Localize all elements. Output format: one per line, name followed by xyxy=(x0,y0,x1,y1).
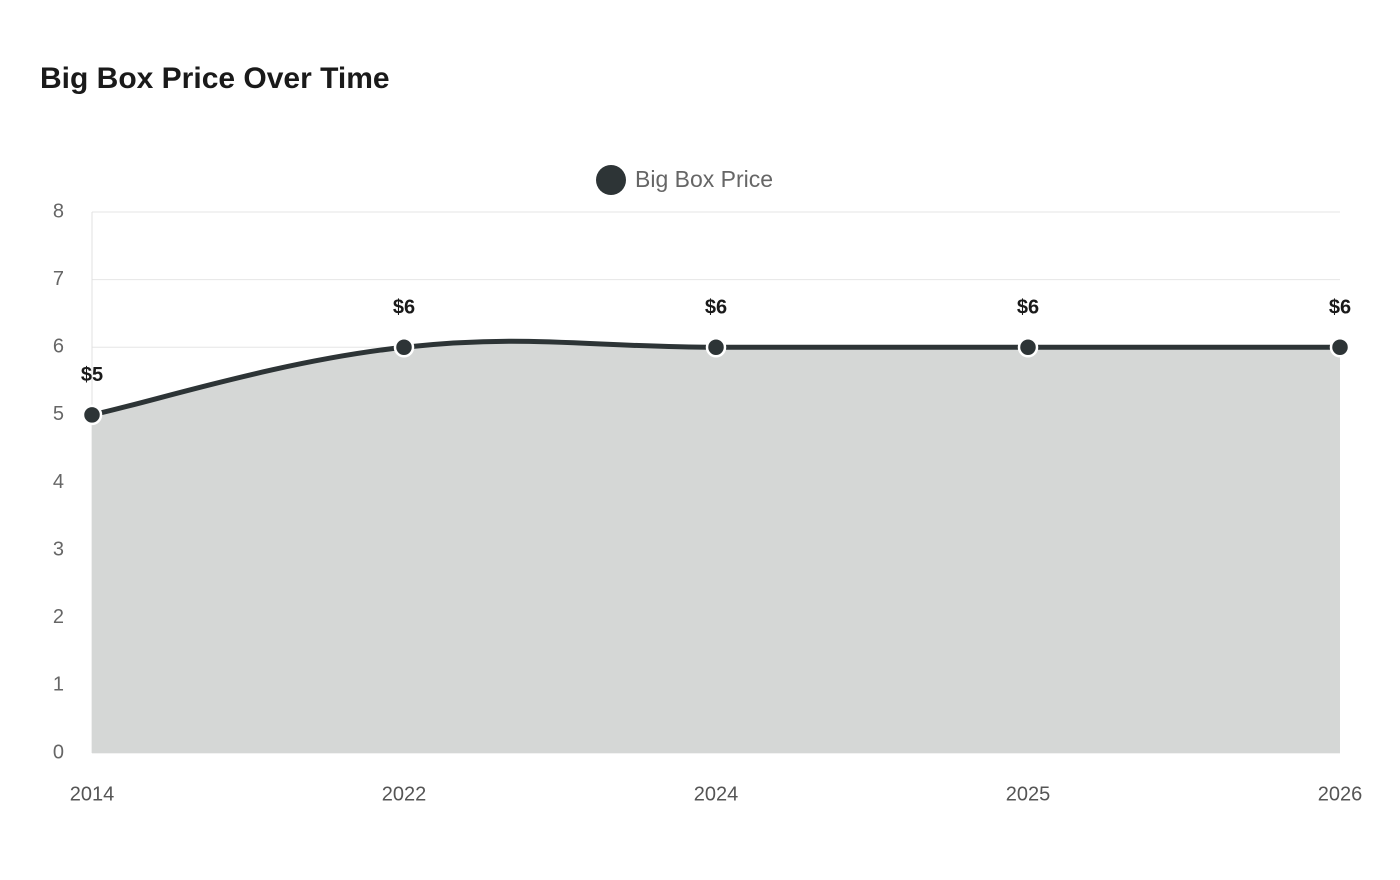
point xyxy=(1017,337,1039,358)
point xyxy=(705,337,727,358)
x-tick-label: 2022 xyxy=(382,783,427,805)
area xyxy=(92,341,1340,753)
y-tick-label: 1 xyxy=(53,674,64,696)
legend-label: Big Box Price xyxy=(635,166,773,192)
x-tick-label: 2014 xyxy=(70,783,115,805)
point xyxy=(81,404,103,426)
y-tick-label: 7 xyxy=(53,268,64,290)
value-label: $5 xyxy=(81,364,103,386)
x-tick-label: 2026 xyxy=(1318,783,1363,805)
chart-title: Big Box Price Over Time xyxy=(40,62,390,95)
point xyxy=(1329,337,1351,358)
value-label: $6 xyxy=(705,297,727,319)
y-tick-label: 3 xyxy=(53,538,64,560)
y-tick-label: 5 xyxy=(53,403,64,425)
y-tick-label: 4 xyxy=(53,471,64,493)
x-tick-label: 2025 xyxy=(1006,783,1051,805)
y-tick-label: 0 xyxy=(53,741,64,763)
y-tick-label: 2 xyxy=(53,606,64,628)
legend-marker xyxy=(596,165,626,195)
x-tick-label: 2024 xyxy=(694,783,739,805)
point xyxy=(393,337,415,358)
y-tick-label: 8 xyxy=(53,200,64,222)
value-label: $6 xyxy=(1017,297,1039,319)
y-tick-label: 6 xyxy=(53,336,64,358)
value-label: $6 xyxy=(1329,297,1351,319)
value-label: $6 xyxy=(393,297,415,319)
